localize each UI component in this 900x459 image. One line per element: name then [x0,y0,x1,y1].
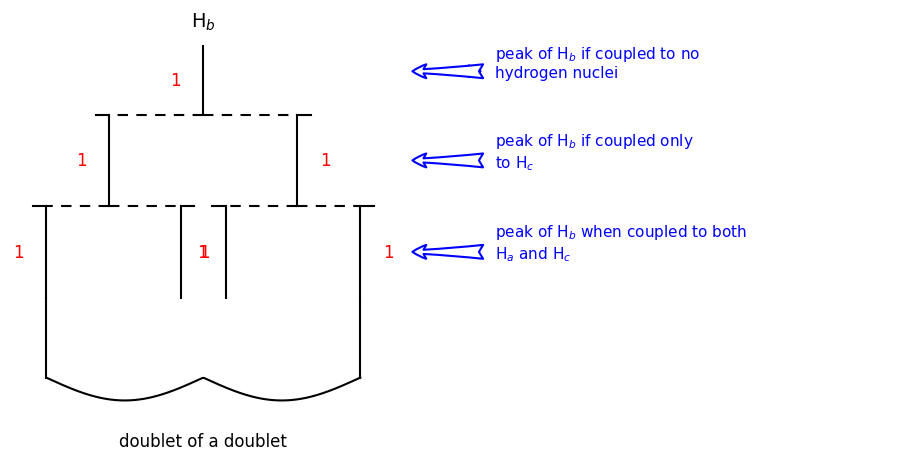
Text: 1: 1 [320,152,330,170]
Text: H$_b$: H$_b$ [191,12,216,34]
Text: 1: 1 [170,72,181,90]
Text: 1: 1 [14,243,23,261]
Text: peak of H$_b$ if coupled only
to H$_c$: peak of H$_b$ if coupled only to H$_c$ [495,132,694,172]
Text: 1: 1 [197,243,208,261]
Text: 1: 1 [199,243,210,261]
Text: 1: 1 [382,243,393,261]
Text: 1: 1 [76,152,86,170]
Text: doublet of a doublet: doublet of a doublet [120,432,287,450]
Text: peak of H$_b$ if coupled to no
hydrogen nuclei: peak of H$_b$ if coupled to no hydrogen … [495,45,700,81]
Text: peak of H$_b$ when coupled to both
H$_a$ and H$_c$: peak of H$_b$ when coupled to both H$_a$… [495,223,747,263]
